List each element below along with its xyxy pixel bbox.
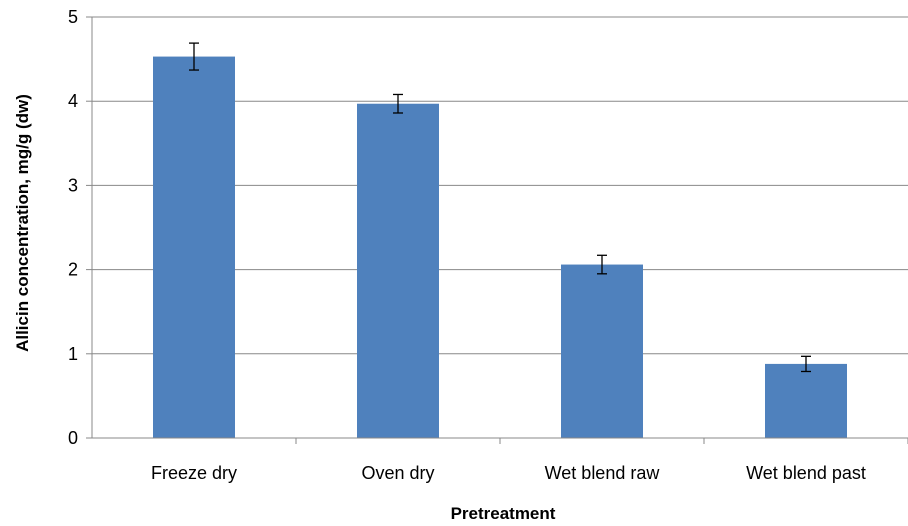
x-tick-label: Freeze dry — [151, 463, 237, 483]
y-tick-label: 1 — [68, 344, 78, 364]
x-tick-labels: Freeze dry Oven dry Wet blend raw Wet blend… — [151, 463, 866, 483]
error-bar — [597, 254, 607, 275]
y-tick-label: 2 — [68, 260, 78, 280]
bar — [765, 363, 847, 438]
bars — [153, 56, 847, 438]
y-tick-label: 5 — [68, 7, 78, 27]
x-axis-title: Pretreatment — [451, 504, 556, 523]
bar — [561, 264, 643, 438]
error-bar — [189, 42, 199, 71]
bar — [357, 103, 439, 438]
x-tick-label: Wet blend raw — [545, 463, 661, 483]
error-bars — [189, 42, 811, 373]
x-tick-label: Wet blend past — [746, 463, 866, 483]
y-tick-label: 4 — [68, 91, 78, 111]
error-bar — [801, 355, 811, 373]
axes — [86, 16, 908, 444]
y-tick-labels: 0 1 2 3 4 5 — [68, 7, 78, 448]
y-axis-title: Allicin concentration, mg/g (dw) — [13, 94, 32, 352]
x-tick-label: Oven dry — [361, 463, 434, 483]
y-tick-label: 3 — [68, 175, 78, 195]
error-bar — [393, 93, 403, 114]
bar — [153, 56, 235, 438]
y-tick-label: 0 — [68, 428, 78, 448]
